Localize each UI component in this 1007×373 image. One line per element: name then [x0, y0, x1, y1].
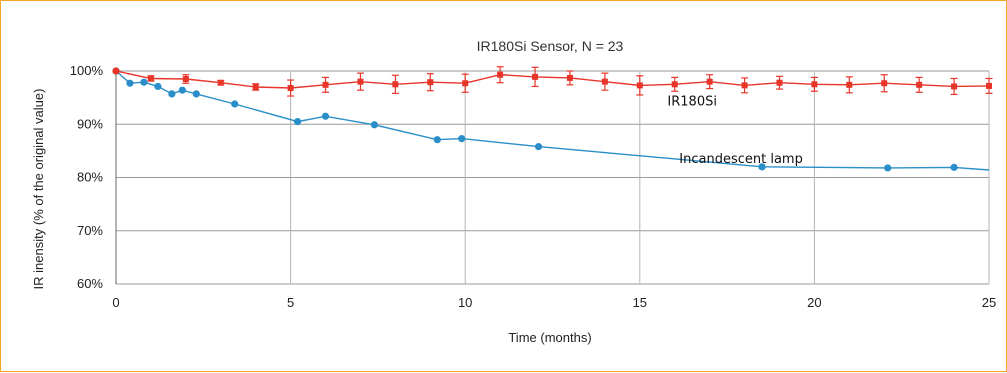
- series-annotation: IR180Si: [667, 95, 717, 110]
- incandescent-point: [370, 121, 379, 129]
- x-axis-label: Time (months): [508, 330, 591, 345]
- incandescent-point: [140, 78, 148, 86]
- y-tick-label: 60%: [77, 276, 103, 291]
- ir180si-point: [671, 81, 678, 88]
- ir180si-point: [881, 80, 888, 87]
- ir180si-line: [115, 70, 990, 89]
- incandescent-point: [168, 90, 176, 98]
- ir180si-point: [636, 82, 643, 89]
- ir180si-point: [776, 79, 783, 86]
- grid: [115, 70, 990, 285]
- ir180si-point: [252, 83, 259, 90]
- ir180si-point: [112, 67, 120, 75]
- ir180si-point: [322, 81, 329, 88]
- incandescent-point: [126, 79, 134, 87]
- incandescent-point: [884, 164, 892, 172]
- ir180si-point: [706, 78, 713, 85]
- incandescent-point: [293, 117, 302, 126]
- incandescent-point: [192, 90, 200, 98]
- incandescent-point: [458, 135, 466, 143]
- ir180si-point: [846, 81, 853, 88]
- ir180si-point: [532, 73, 539, 80]
- ir180si-point: [916, 81, 923, 88]
- x-tick-labels: 0 5 10 15 20 25: [112, 295, 996, 310]
- incandescent-point: [321, 112, 330, 120]
- chart-title: IR180Si Sensor, N = 23: [477, 38, 624, 54]
- ir180si-point: [217, 79, 224, 86]
- y-tick-label: 80%: [77, 170, 103, 185]
- y-tick-label: 90%: [77, 116, 103, 131]
- incandescent-point: [178, 86, 186, 94]
- incandescent-point: [231, 100, 239, 108]
- ir180si-point: [497, 71, 504, 78]
- series-incandescent-lamp: [112, 67, 990, 172]
- ir180si-point: [601, 78, 608, 85]
- ir180si-point: [427, 79, 434, 86]
- ir180si-point: [357, 78, 364, 85]
- x-tick-label: 15: [633, 295, 647, 310]
- ir180si-point: [811, 81, 818, 88]
- ir180si-point: [566, 74, 573, 81]
- series-ir180si: [112, 66, 993, 97]
- ir180si-point: [147, 75, 154, 82]
- ir180si-point: [182, 75, 189, 82]
- annotations: IR180Si Incandescent lamp: [667, 95, 802, 168]
- x-tick-label: 0: [112, 295, 119, 310]
- ir180si-point: [741, 82, 748, 89]
- incandescent-point: [433, 136, 441, 144]
- y-axis-label: IR inensity (% of the original value): [31, 89, 46, 290]
- ir180si-point: [986, 82, 992, 89]
- x-tick-label: 20: [807, 295, 821, 310]
- y-tick-label: 70%: [77, 223, 103, 238]
- ir180si-point: [462, 80, 469, 87]
- series-annotation: Incandescent lamp: [679, 152, 803, 167]
- incandescent-point: [154, 82, 162, 91]
- incandescent-point: [534, 143, 543, 151]
- y-tick-label: 100%: [70, 63, 104, 78]
- ir180si-point: [287, 85, 294, 92]
- incandescent-point: [758, 163, 766, 171]
- ir180si-point: [951, 83, 958, 90]
- x-tick-label: 10: [458, 295, 472, 310]
- y-tick-labels: 60% 70% 80% 90% 100%: [70, 63, 104, 291]
- x-tick-label: 25: [982, 295, 996, 310]
- ir180si-point: [392, 81, 399, 88]
- x-tick-label: 5: [287, 295, 294, 310]
- incandescent-point: [950, 163, 958, 171]
